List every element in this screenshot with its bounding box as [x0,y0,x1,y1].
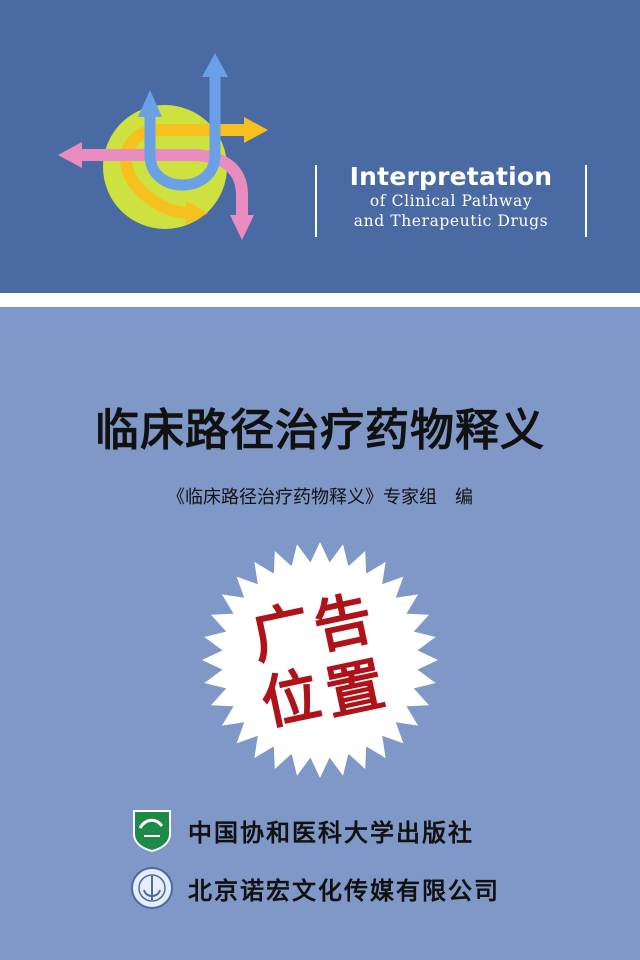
publisher-1: 中国协和医科大学出版社 [130,808,474,852]
ad-placeholder-text: 广 告 位 置 [200,540,440,780]
publisher-1-name: 中国协和医科大学出版社 [188,818,474,847]
pathway-arrows-logo [58,53,268,240]
publisher-2-name: 北京诺宏文化传媒有限公司 [188,876,500,905]
pumc-press-logo-icon [133,810,171,852]
nuohong-media-logo-icon [131,867,173,909]
english-subtitle-line-2: and Therapeutic Drugs [353,212,549,230]
author-line: 《临床路径治疗药物释义》专家组 编 [167,487,473,508]
ad-char-3: 位 [255,659,327,739]
chinese-title: 临床路径治疗药物释义 [95,405,545,456]
ad-char-2: 告 [307,583,379,663]
white-divider [0,293,640,307]
ad-placeholder-badge: 广 告 位 置 [200,540,440,780]
english-title: Interpretation [349,162,553,191]
ad-char-4: 置 [319,649,391,729]
starburst-shape [202,542,438,778]
publisher-2: 北京诺宏文化传媒有限公司 [130,866,500,910]
english-title-block: Interpretation of Clinical Pathway and T… [315,162,587,237]
english-subtitle-line-1: of Clinical Pathway [369,192,533,210]
ad-char-1: 广 [245,593,317,673]
